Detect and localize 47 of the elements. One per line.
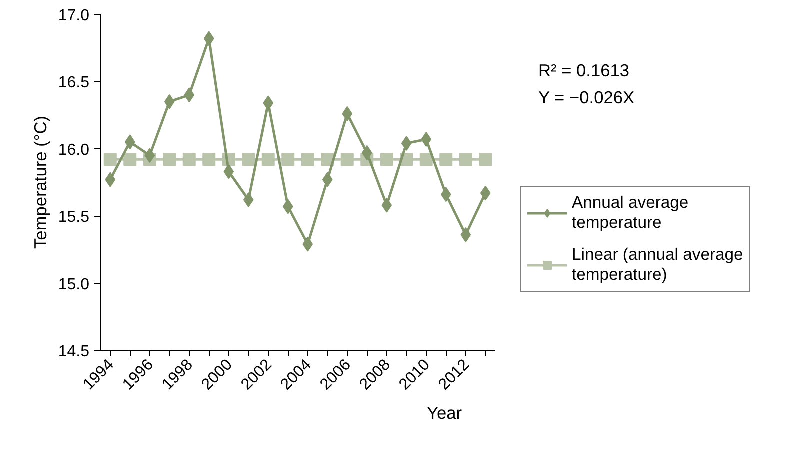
y-tick-label: 16.0	[58, 142, 90, 159]
point	[382, 198, 392, 213]
legend-label: Annual average temperature	[572, 193, 689, 233]
point	[282, 199, 294, 214]
point	[301, 153, 314, 166]
point	[322, 172, 333, 188]
point	[204, 31, 214, 46]
y-tick-label: 15.0	[58, 276, 90, 294]
y-tick-label: 14.5	[58, 344, 90, 360]
point	[263, 96, 274, 111]
point	[164, 94, 175, 110]
point	[401, 136, 412, 152]
y-tick-label: 17.0	[58, 8, 90, 24]
y-tick-label: 15.5	[58, 209, 90, 226]
point	[380, 153, 394, 166]
point	[340, 153, 354, 166]
point	[479, 153, 492, 166]
point	[302, 236, 314, 252]
point	[262, 153, 275, 166]
point	[144, 148, 156, 164]
point	[224, 164, 234, 180]
point	[182, 153, 196, 166]
point	[362, 145, 372, 160]
point	[163, 153, 176, 166]
point	[242, 153, 256, 166]
y-tick-label: 16.5	[58, 74, 90, 92]
text: R² = 0.1613	[538, 60, 630, 80]
point	[124, 153, 137, 166]
point	[421, 132, 432, 147]
point	[105, 172, 116, 188]
point	[440, 187, 452, 202]
point	[460, 227, 472, 242]
point	[124, 134, 136, 150]
y-axis-title: Temperature (°C)	[30, 116, 50, 250]
point	[184, 88, 195, 103]
point	[243, 192, 254, 208]
point	[342, 106, 353, 122]
point	[420, 153, 433, 166]
legend-label: Linear (annual average temperature)	[572, 245, 744, 285]
x-axis-title: Year	[426, 403, 462, 424]
point	[202, 153, 216, 166]
point	[459, 153, 472, 166]
point	[104, 153, 117, 166]
point	[282, 153, 295, 166]
text: Y = −0.026X	[538, 88, 635, 108]
point	[480, 186, 491, 201]
point	[440, 153, 453, 166]
